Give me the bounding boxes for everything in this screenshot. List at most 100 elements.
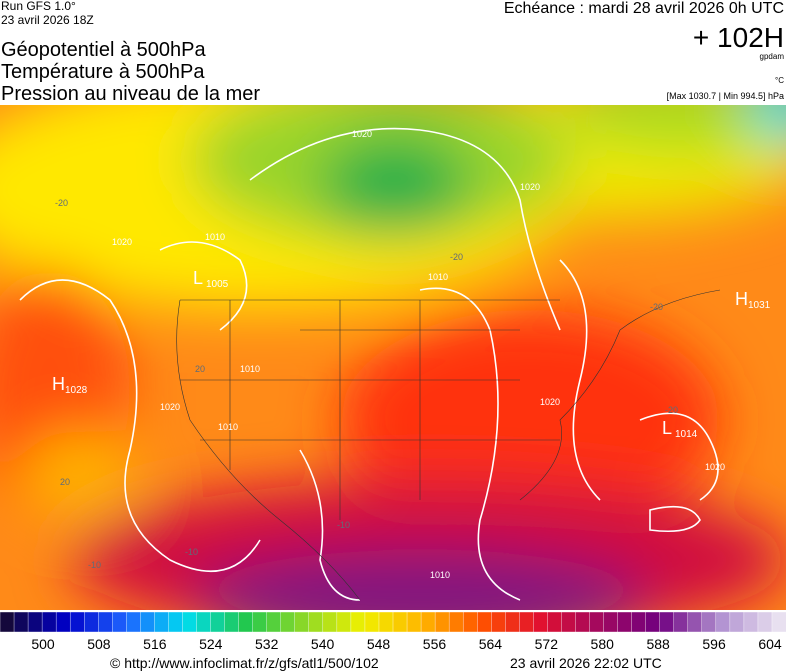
colorbar-cell [84, 611, 99, 633]
colorbar-cell [126, 611, 142, 633]
temperature-label: -10 [337, 520, 350, 530]
colorbar-cell [757, 611, 773, 633]
colorbar-cell [687, 611, 703, 633]
isobar-label: 1020 [160, 402, 180, 412]
colorbar-tick-label: 596 [702, 636, 726, 652]
colorbar-tick-label: 540 [311, 636, 335, 652]
pressure-center-symbol: L [193, 268, 203, 288]
temperature-label: 20 [195, 364, 205, 374]
colorbar-cell [462, 611, 478, 633]
colorbar-cell [294, 611, 310, 633]
colorbar-cell [771, 611, 786, 633]
colorbar-tick-label: 604 [758, 636, 782, 652]
run: Run GFS 1.0° [1, 0, 76, 13]
pressure-center-value: 1031 [748, 300, 771, 311]
unit-temp: °C [775, 76, 784, 85]
colorbar-cell [224, 611, 240, 633]
colorbar-cell [252, 611, 268, 633]
colorbar-cell [112, 611, 128, 633]
colorbar-cell [392, 611, 408, 633]
temperature-label: -20 [665, 405, 678, 415]
run-date: 23 avril 2026 18Z [1, 13, 94, 27]
colorbar-cell [715, 611, 731, 633]
colorbar-tick-label: 500 [31, 636, 55, 652]
colorbar-cell [434, 611, 450, 633]
temperature-label: -10 [88, 560, 101, 570]
colorbar-cell [182, 611, 198, 633]
isobar-label: 1010 [205, 232, 225, 242]
colorbar-cell [701, 611, 717, 633]
colorbar-cell [69, 611, 85, 633]
colorbar-tick-label: 516 [143, 636, 167, 652]
temperature-label: -20 [450, 252, 463, 262]
colorbar-tick-label: 580 [591, 636, 615, 652]
isobar-label: 1010 [430, 570, 450, 580]
colorbar-cell [196, 611, 212, 633]
colorbar-cell [168, 611, 184, 633]
temperature-label: -10 [185, 547, 198, 557]
pressure-center-symbol: H [52, 374, 65, 394]
colorbar-cell [0, 611, 15, 633]
colorbar-cell [154, 611, 170, 633]
colorbar-tick-label: 556 [423, 636, 447, 652]
title: Température à 500hPa [1, 61, 205, 83]
colorbar-cell [519, 611, 535, 633]
footer-timestamp: 23 avril 2026 22:02 UTC [510, 655, 662, 671]
echeance: Echéance : mardi 28 avril 2026 0h UTC [504, 0, 784, 17]
colorbar-cell [477, 611, 492, 633]
colorbar-cell [659, 611, 675, 633]
colorbar-cell [41, 611, 57, 633]
isobar-label: 1020 [352, 129, 372, 139]
colorbar-cell [364, 611, 380, 633]
colorbar-tick-label: 548 [367, 636, 391, 652]
unit-geo: gpdam [760, 52, 785, 61]
colorbar-cell [505, 611, 521, 633]
colorbar-cell [491, 611, 506, 633]
colorbar-cell [266, 611, 282, 633]
colorbar-cell [631, 611, 647, 633]
colorbar-tick-label: 532 [255, 636, 279, 652]
colorbar-cell [336, 611, 352, 633]
colorbar-cell [322, 611, 338, 633]
title: Géopotentiel à 500hPa [1, 39, 206, 61]
colorbar-tick-label: 588 [646, 636, 670, 652]
colorbar-cell [575, 611, 591, 633]
pressure-center-value: 1005 [206, 279, 229, 290]
colorbar-cell [603, 611, 619, 633]
colorbar-cell [378, 611, 394, 633]
title: Pression au niveau de la mer [1, 83, 260, 105]
colorbar-cell [350, 611, 366, 633]
colorbar-cell [448, 611, 464, 633]
colorbar-cell [238, 611, 254, 633]
pressure-center-symbol: L [662, 418, 672, 438]
isobar-label: 1020 [705, 462, 725, 472]
colorbar-cell [729, 611, 745, 633]
isobar-label: 1020 [112, 237, 132, 247]
colorbar-tick-label: 572 [535, 636, 559, 652]
colorbar-cell [533, 611, 549, 633]
lead-time: + 102H [693, 22, 784, 53]
temperature-label: 20 [60, 477, 70, 487]
colorbar-cell [98, 611, 113, 633]
colorbar-cell [547, 611, 563, 633]
colorbar-cell [27, 611, 43, 633]
colorbar-cell [55, 611, 71, 633]
colorbar-cell [210, 611, 226, 633]
pressure-center-value: 1028 [65, 385, 88, 396]
isobar-label: 1020 [540, 397, 560, 407]
isobar-label: 1020 [520, 182, 540, 192]
colorbar-cell [561, 611, 577, 633]
pressure-center-value: 1014 [675, 429, 698, 440]
temperature-label: -20 [55, 198, 68, 208]
colorbar-cell [589, 611, 605, 633]
colorbar-tick-label: 524 [199, 636, 223, 652]
pressure-center-symbol: H [735, 289, 748, 309]
isobar-label: 1010 [218, 422, 238, 432]
colorbar-cell [420, 611, 436, 633]
isobar-label: 1010 [240, 364, 260, 374]
temperature-label: -20 [650, 302, 663, 312]
colorbar-cell [13, 611, 29, 633]
colorbar-cell [673, 611, 689, 633]
